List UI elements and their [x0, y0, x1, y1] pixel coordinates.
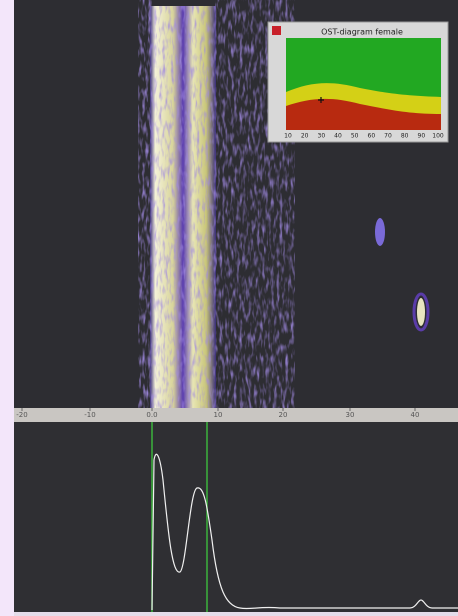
- ruler-label: -10: [84, 411, 95, 419]
- ruler-label: -20: [16, 411, 27, 419]
- ruler: [14, 408, 458, 422]
- inset-x-label: 70: [384, 133, 392, 140]
- ruler-label: 0.0: [146, 411, 157, 419]
- inset-x-label: 60: [368, 133, 376, 140]
- inset-x-label: 50: [351, 133, 359, 140]
- inset-x-label: 30: [318, 133, 326, 140]
- inset-x-label: 90: [418, 133, 426, 140]
- inset-window: OST-diagram female 10 20 30 40 50 60 70 80 90 100: [267, 21, 449, 143]
- ruler-label: 10: [214, 411, 223, 419]
- status-strip: [14, 612, 458, 616]
- inset-x-label: 100: [432, 133, 444, 140]
- inset-x-label: 80: [401, 133, 409, 140]
- inset-title: OST-diagram female: [321, 28, 403, 37]
- echo-spot: [412, 292, 430, 332]
- echo-texture: [150, 6, 216, 408]
- ruler-label: 40: [411, 411, 420, 419]
- echo-spot: [417, 298, 425, 326]
- trace-panel: [14, 422, 458, 612]
- inset-x-label: 40: [334, 133, 342, 140]
- echo-spot: [375, 218, 385, 246]
- inset-x-label: 20: [301, 133, 309, 140]
- ruler-label: 30: [346, 411, 355, 419]
- ruler-label: 20: [279, 411, 288, 419]
- zone-red: [286, 98, 441, 130]
- close-icon[interactable]: [272, 26, 281, 35]
- trace-curve: [151, 453, 458, 611]
- inset-x-label: 10: [284, 133, 292, 140]
- scatter-noise: [138, 0, 152, 408]
- patient-marker: [318, 97, 324, 103]
